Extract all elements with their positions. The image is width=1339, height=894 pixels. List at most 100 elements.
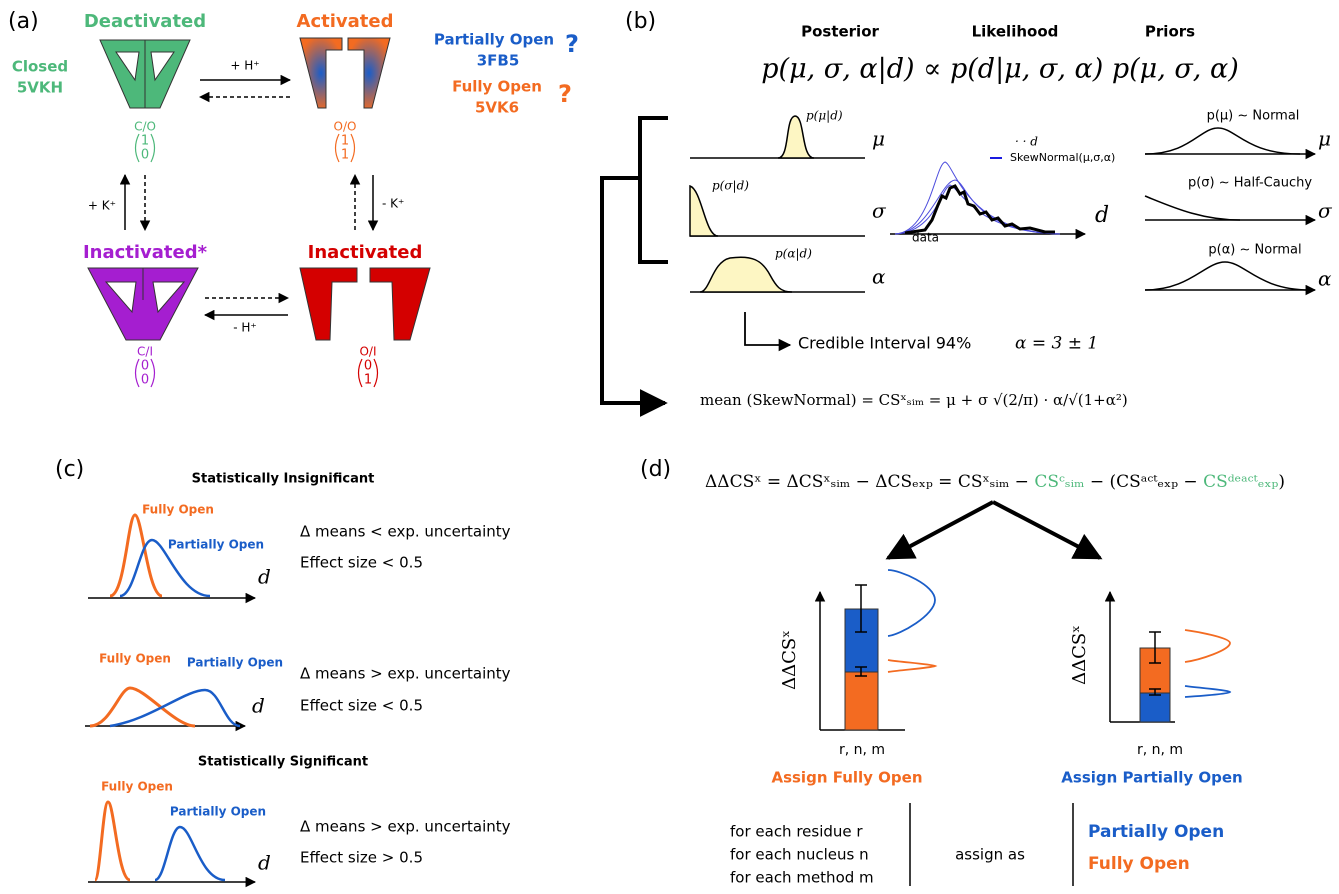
vector-entry: 0: [141, 148, 149, 163]
parameter-symbol: σ: [872, 199, 887, 223]
equation-part: CSᶜₛᵢₘ: [1034, 472, 1084, 492]
fully-open-curve: [110, 515, 162, 596]
ddcs-equation: ΔΔCSˣ = ΔCSˣₛᵢₘ − ΔCSₑₓₚ = CSˣₛᵢₘ − CSᶜₛ…: [705, 472, 1285, 492]
posterior-label: p(α|d): [775, 247, 812, 261]
state-code: O/I: [359, 345, 376, 359]
y-axis-label: ΔΔCSˣ: [779, 630, 800, 690]
partially-open-curve: [110, 690, 240, 726]
parameter-symbol: μ: [1318, 127, 1331, 151]
criterion: Δ means > exp. uncertainty: [300, 665, 511, 683]
distribution: [888, 660, 935, 672]
closed-label: Closed: [12, 58, 68, 76]
data-histogram: [905, 186, 1055, 233]
assignment: Assign Partially Open: [1061, 769, 1242, 787]
channel-shape: [348, 38, 390, 108]
channel-inactivated: [300, 268, 430, 340]
equation-part: ): [1278, 472, 1285, 492]
axis-symbol: d: [258, 565, 271, 589]
legend-entry: SkewNormal(μ,σ,α): [1010, 151, 1115, 164]
outcome: Partially Open: [1088, 822, 1224, 842]
channel-inactivated-star: [88, 268, 198, 340]
vector-entry: 1: [364, 373, 372, 388]
criterion: Effect size > 0.5: [300, 849, 423, 867]
parameter-symbol: α: [872, 265, 886, 289]
loop-line: for each residue r: [730, 823, 863, 841]
panel-label: (b): [625, 9, 656, 34]
posterior-curve: [690, 186, 718, 236]
outcome: Fully Open: [1088, 854, 1190, 874]
state-name: Activated: [297, 11, 394, 32]
panel-label: (d): [640, 457, 671, 482]
posterior-curve: [700, 257, 792, 292]
vector-entry: 1: [141, 134, 149, 149]
criterion: Δ means < exp. uncertainty: [300, 523, 511, 541]
credible-value: α = 3 ± 1: [1015, 334, 1098, 354]
transition-label: - H⁺: [233, 321, 257, 335]
channel-shape: [300, 38, 342, 108]
credible-interval: Credible Interval 94%: [798, 334, 971, 353]
state-name: Deactivated: [84, 11, 206, 32]
partially-open-curve: [155, 827, 225, 880]
assignment: Assign Fully Open: [771, 769, 922, 787]
criterion: Δ means > exp. uncertainty: [300, 818, 511, 836]
open-label: Partially Open: [434, 31, 554, 49]
posterior-label: p(σ|d): [712, 179, 749, 193]
vector-entry: 1: [341, 134, 349, 149]
pdb-id: 5VK6: [475, 99, 519, 117]
bracket: [136, 359, 140, 387]
mean-equation: mean (SkewNormal) = CSˣₛᵢₘ = μ + σ √(2/π…: [700, 391, 1128, 409]
column-header: Posterior: [801, 23, 879, 41]
vector-entry: 0: [141, 373, 149, 388]
state-name: Inactivated*: [83, 242, 208, 263]
data-label: data: [912, 231, 939, 245]
x-axis-label: r, n, m: [1137, 742, 1183, 758]
tree-bracket: [602, 178, 665, 403]
channel-shape: [300, 268, 357, 340]
prior-label: p(σ) ∼ Half-Cauchy: [1188, 176, 1312, 191]
ci-arrow: [745, 312, 790, 345]
prior-label: p(α) ∼ Normal: [1208, 243, 1301, 258]
column-header: Priors: [1145, 23, 1195, 41]
split-arrow: [888, 502, 993, 558]
prior-curve: [1145, 128, 1300, 154]
criterion: Effect size < 0.5: [300, 697, 423, 715]
axis-symbol: d: [258, 851, 271, 875]
bar-segment: [1140, 693, 1170, 722]
channel-activated: [300, 38, 390, 108]
vector-entry: 1: [341, 148, 349, 163]
prior-curve: [1145, 262, 1310, 290]
parameter-symbol: μ: [872, 127, 885, 151]
bracket: [374, 359, 378, 387]
bracket: [336, 134, 340, 162]
state-code: O/O: [334, 120, 357, 134]
bracket: [359, 359, 363, 387]
transition-label: + K⁺: [88, 199, 116, 213]
group-title: Statistically Insignificant: [192, 472, 375, 487]
distribution: [1185, 686, 1230, 697]
vector-entry: 0: [364, 359, 372, 374]
vector-entry: 0: [141, 359, 149, 374]
loop-line: for each method m: [730, 869, 874, 887]
posterior-label: p(μ|d): [806, 109, 843, 123]
state-code: C/I: [137, 345, 153, 359]
equation-part: ΔΔCSˣ = ΔCSˣₛᵢₘ − ΔCSₑₓₚ = CSˣₛᵢₘ −: [705, 472, 1034, 492]
fully-open-curve: [90, 688, 195, 726]
open-label: Fully Open: [452, 78, 542, 96]
panel-label: (c): [55, 457, 84, 482]
curve-label: Partially Open: [170, 805, 266, 819]
legend-entry: · · d: [1015, 135, 1038, 149]
prior-curve: [1145, 196, 1240, 220]
parameter-symbol: α: [1318, 267, 1332, 291]
column-header: Likelihood: [972, 23, 1059, 41]
state-code: C/O: [134, 120, 156, 134]
equation-part: CSᵈᵉᵃᶜᵗₑₓₚ: [1203, 472, 1278, 492]
prior-label: p(μ) ∼ Normal: [1207, 109, 1300, 124]
channel-deactivated: [100, 40, 190, 108]
channel-shape: [370, 268, 430, 340]
split-arrow: [993, 502, 1100, 558]
state-name: Inactivated: [308, 242, 423, 263]
distribution: [888, 570, 935, 636]
parameter-symbol: σ: [1318, 199, 1333, 223]
curve-label: Partially Open: [187, 656, 283, 670]
question-mark: ?: [565, 30, 579, 58]
